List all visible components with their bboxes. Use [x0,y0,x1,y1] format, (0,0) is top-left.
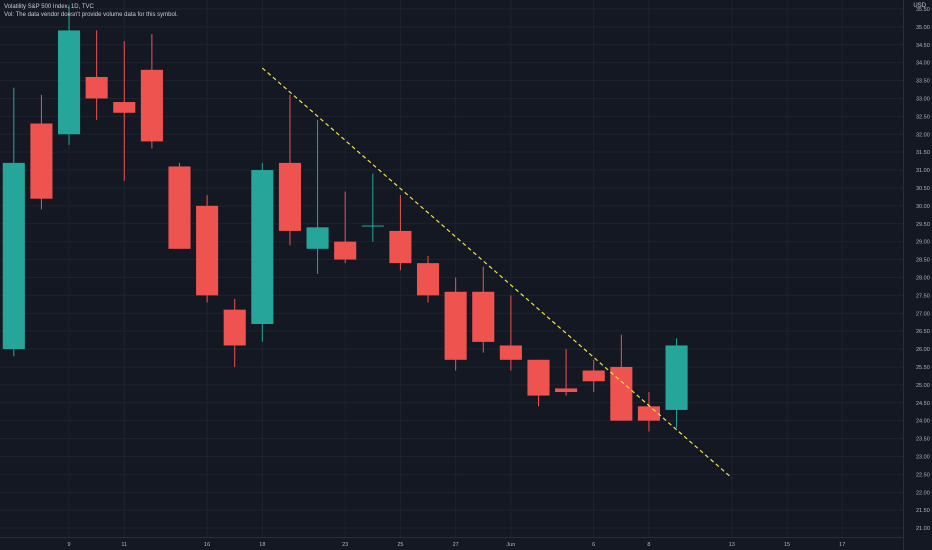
y-tick-label: 29.00 [916,240,930,246]
candle-body-down[interactable] [582,370,605,382]
x-tick-label: 13 [729,542,735,548]
candle-body-down[interactable] [416,263,440,296]
x-tick-label: 23 [342,542,348,548]
y-tick-label: 21.00 [916,526,930,532]
y-tick-label: 28.00 [916,275,930,281]
x-tick-label: 17 [839,542,845,548]
candle-body-down[interactable] [334,241,357,260]
candle-body-down[interactable] [85,76,108,99]
y-tick-label: 22.50 [916,472,930,478]
candle-body-up[interactable] [306,227,329,249]
x-tick-label: 15 [784,542,790,548]
candle-body-down[interactable] [30,123,53,199]
y-tick-label: 35.50 [916,7,930,13]
y-tick-label: 26.00 [916,347,930,353]
y-tick-label: 34.50 [916,43,930,49]
candle-body-up[interactable] [361,225,384,227]
y-tick-label: 32.50 [916,114,930,120]
y-tick-label: 30.00 [916,204,930,210]
y-tick-label: 33.50 [916,79,930,85]
currency-label: USD [913,3,926,9]
y-tick-label: 30.50 [916,186,930,192]
x-tick-label: 27 [453,542,459,548]
y-tick-label: 31.50 [916,150,930,156]
x-tick-label: 25 [397,542,403,548]
candle-body-down[interactable] [223,309,246,346]
x-tick-label: 6 [592,542,595,548]
y-tick-label: 22.00 [916,490,930,496]
y-tick-label: 26.50 [916,329,930,335]
y-tick-label: 28.50 [916,258,930,264]
candle-body-down[interactable] [527,359,550,396]
candle-body-down[interactable] [113,102,136,113]
candle-body-down[interactable] [168,166,191,249]
y-tick-label: 21.50 [916,508,930,514]
candle-body-down[interactable] [499,345,522,360]
y-tick-label: 29.50 [916,222,930,228]
y-tick-label: 32.00 [916,132,930,138]
x-tick-label: Jun [506,542,515,548]
candle-body-down[interactable] [389,230,412,264]
candle-body-up[interactable] [251,170,274,324]
y-tick-label: 25.50 [916,365,930,371]
y-tick-label: 31.00 [916,168,930,174]
candle-body-down[interactable] [444,291,467,360]
y-tick-label: 35.00 [916,25,930,31]
x-tick-label: 18 [259,542,265,548]
y-tick-label: 23.00 [916,454,930,460]
x-tick-label: 16 [204,542,210,548]
trendline[interactable] [261,67,733,479]
x-tick-label: 8 [647,542,650,548]
candle-body-down[interactable] [610,366,633,421]
candle-body-down[interactable] [278,162,301,231]
y-tick-label: 24.00 [916,419,930,425]
candle-body-down[interactable] [637,406,660,421]
y-tick-label: 27.50 [916,293,930,299]
y-tick-label: 33.00 [916,96,930,102]
y-tick-label: 25.00 [916,383,930,389]
y-tick-label: 27.00 [916,311,930,317]
y-tick-label: 24.50 [916,401,930,407]
chart-title: Volatility S&P 500 Index, 1D, TVC [4,4,94,10]
volume-note: Vol: The data vendor doesn't provide vol… [4,12,178,18]
y-tick-label: 23.50 [916,437,930,443]
candle-body-down[interactable] [472,291,495,342]
candle-body-up[interactable] [57,30,81,135]
candle-body-down[interactable] [196,205,219,296]
candle-body-up[interactable] [2,162,25,350]
candle-body-down[interactable] [140,69,163,142]
candle-body-down[interactable] [555,388,578,393]
y-tick-label: 34.00 [916,61,930,67]
x-tick-label: 11 [121,542,127,548]
candle-body-up[interactable] [665,345,688,410]
x-tick-label: 9 [68,542,71,548]
